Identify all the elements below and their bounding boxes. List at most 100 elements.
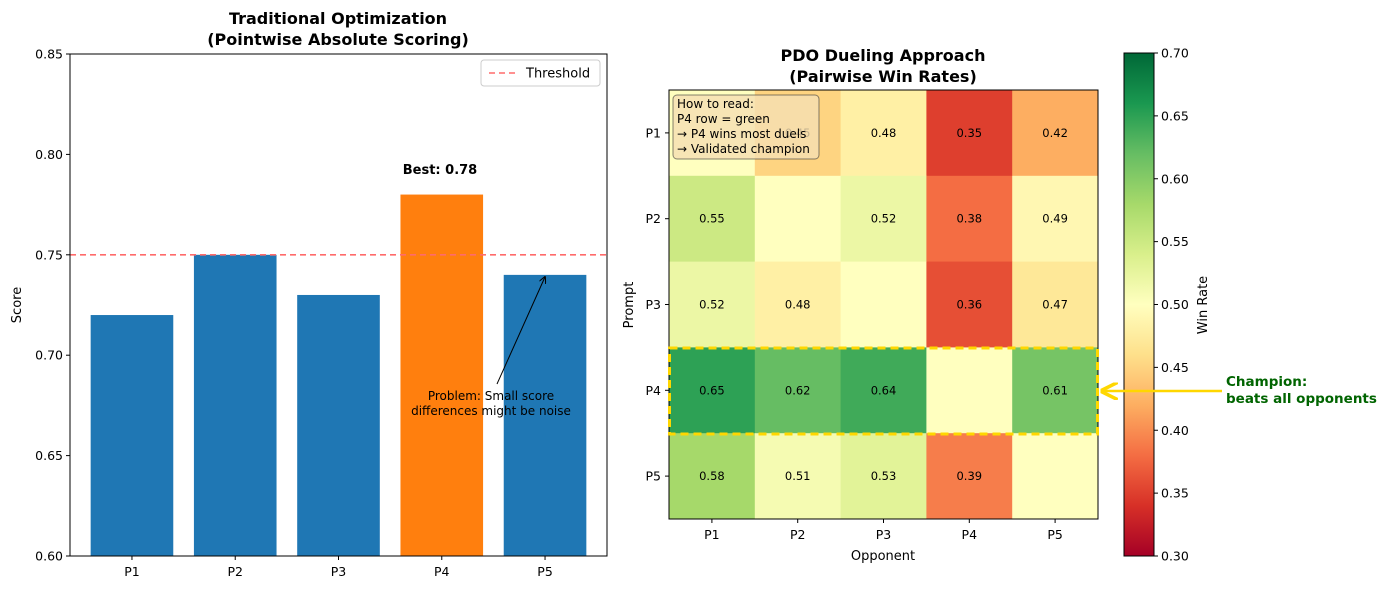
colorbar-tick-label: 0.60 (1161, 171, 1189, 186)
heatmap-cell-p3-p4 (926, 261, 1013, 348)
heatmap-y-tick-label: P3 (646, 297, 662, 312)
heatmap-x-tick-label: P1 (704, 527, 720, 542)
bar-p3 (297, 294, 380, 556)
bar-x-axis: P1 P2 P3 P4 P5 (124, 556, 553, 579)
colorbar-tick-label: 0.35 (1161, 486, 1189, 501)
heatmap-cell-label: 0.35 (956, 126, 982, 140)
heatmap-y-tick-label: P2 (646, 211, 662, 226)
heatmap-chart: PDO Dueling Approach (Pairwise Win Rates… (622, 46, 1377, 565)
heatmap-cell-p5-p1 (669, 433, 756, 520)
bar-chart-subtitle: (Pointwise Absolute Scoring) (207, 30, 469, 49)
legend-box (480, 59, 601, 87)
champion-line-1: Champion: (1226, 374, 1307, 390)
heatmap-cell-p1-p5 (1012, 90, 1099, 177)
bar-x-tick-label: P1 (124, 564, 140, 579)
heatmap-cell-label: 0.36 (956, 298, 982, 312)
colorbar-tick-label: 0.30 (1161, 549, 1189, 564)
heatmap-cell-p2-p2 (754, 175, 842, 263)
colorbar-tick-label: 0.65 (1161, 108, 1189, 123)
heatmap-y-tick-label: P1 (646, 125, 662, 140)
heatmap-cell-label: 0.48 (871, 126, 897, 140)
champion-line-2: beats all opponents (1226, 391, 1377, 407)
bar-y-axis: 0.60 0.65 0.70 0.75 0.80 0.85 (35, 47, 70, 564)
bar-p2 (193, 254, 277, 557)
bar-y-tick-label: 0.75 (35, 247, 63, 262)
bar-y-tick-label: 0.70 (35, 348, 63, 363)
bar-y-tick-label: 0.80 (35, 147, 63, 162)
heatmap-cells: 0.450.480.350.420.550.520.380.490.520.48… (669, 90, 1099, 520)
annotation-line-1: Problem: Small score (428, 389, 554, 403)
heatmap-x-tick-label: P2 (790, 527, 806, 542)
heatmap-cell-label: 0.38 (956, 212, 982, 226)
bar-chart-title: Traditional Optimization (229, 9, 447, 28)
note-line-2: P4 row = green (677, 112, 770, 126)
note-line-4: → Validated champion (677, 142, 810, 156)
heatmap-cell-p5-p2 (754, 433, 842, 520)
heatmap-cell-p5-p3 (840, 433, 927, 520)
heatmap-cell-p3-p2 (754, 261, 842, 348)
heatmap-cell-p5-p4 (926, 433, 1013, 520)
note-box (672, 94, 820, 160)
heatmap-cell-label: 0.58 (699, 469, 725, 483)
bar-y-tick-label: 0.85 (35, 47, 63, 62)
heatmap-cell-p4-p4 (926, 347, 1013, 434)
bar-x-tick-label: P2 (227, 564, 243, 579)
bar-p1 (90, 315, 174, 556)
heatmap-cell-label: 0.47 (1042, 298, 1068, 312)
heatmap-cell-p4-p2 (754, 347, 842, 434)
colorbar: 0.30 0.35 0.40 0.45 0.50 0.55 0.60 0.65 0.70 Win… (1123, 46, 1211, 564)
colorbar-gradient (1123, 52, 1155, 557)
bar-y-tick-label: 0.65 (35, 448, 63, 463)
note-line-3: → P4 wins most duels (677, 127, 806, 141)
heatmap-y-tick-label: P4 (646, 383, 662, 398)
how-to-read-note: How to read: P4 row = green → P4 wins mo… (672, 94, 820, 160)
bar-x-tick-label: P5 (537, 564, 553, 579)
heatmap-cell-p2-p1 (669, 175, 756, 263)
heatmap-cell-p1-p4 (926, 90, 1013, 177)
champion-annotation: Champion: beats all opponents (1102, 374, 1377, 407)
heatmap-cell-label: 0.49 (1042, 212, 1068, 226)
heatmap-cell-p4-p1 (669, 347, 756, 434)
bar-x-tick-label: P4 (434, 564, 450, 579)
heatmap-x-axis-label: Opponent (851, 549, 915, 564)
heatmap-subtitle: (Pairwise Win Rates) (789, 67, 977, 86)
heatmap-cell-p3-p3 (840, 261, 927, 348)
bar-y-tick-label: 0.60 (35, 549, 63, 564)
best-score-label: Best: 0.78 (403, 163, 477, 178)
heatmap-cell-label: 0.52 (871, 212, 897, 226)
colorbar-tick-label: 0.55 (1161, 234, 1189, 249)
heatmap-x-axis: P1 P2 P3 P4 P5 (704, 519, 1063, 542)
heatmap-cell-label: 0.51 (785, 469, 811, 483)
heatmap-cell-p2-p4 (926, 175, 1013, 263)
heatmap-cell-label: 0.65 (699, 383, 725, 397)
colorbar-tick-label: 0.70 (1161, 46, 1189, 61)
bar-y-axis-label: Score (10, 287, 25, 323)
heatmap-cell-label: 0.53 (871, 469, 897, 483)
heatmap-cell-p3-p5 (1012, 261, 1099, 348)
heatmap-cell-label: 0.61 (1042, 383, 1068, 397)
heatmap-cell-p3-p1 (669, 261, 756, 348)
legend-threshold-label: Threshold (525, 67, 590, 82)
colorbar-tick-label: 0.50 (1161, 297, 1189, 312)
heatmap-cell-p2-p5 (1012, 175, 1099, 263)
heatmap-cell-p5-p5 (1012, 433, 1099, 520)
colorbar-tick-label: 0.45 (1161, 360, 1189, 375)
bar-p5 (503, 274, 587, 556)
heatmap-title: PDO Dueling Approach (781, 46, 986, 65)
heatmap-cell-label: 0.55 (699, 212, 725, 226)
colorbar-tick-label: 0.40 (1161, 423, 1189, 438)
heatmap-cell-label: 0.48 (785, 298, 811, 312)
colorbar-label: Win Rate (1196, 276, 1211, 334)
bar-chart: Traditional Optimization (Pointwise Abso… (10, 9, 608, 579)
colorbar-ticks: 0.30 0.35 0.40 0.45 0.50 0.55 0.60 0.65 0.70 (1154, 46, 1189, 564)
note-line-1: How to read: (677, 97, 754, 111)
heatmap-cell-p4-p5 (1012, 347, 1099, 434)
heatmap-cell-label: 0.62 (785, 383, 811, 397)
noise-annotation: Problem: Small score differences might b… (411, 277, 571, 418)
bar-p4 (400, 194, 484, 556)
heatmap-y-tick-label: P5 (646, 469, 662, 484)
heatmap-x-tick-label: P5 (1047, 527, 1063, 542)
heatmap-cell-label: 0.64 (871, 383, 897, 397)
bar-x-tick-label: P3 (331, 564, 347, 579)
